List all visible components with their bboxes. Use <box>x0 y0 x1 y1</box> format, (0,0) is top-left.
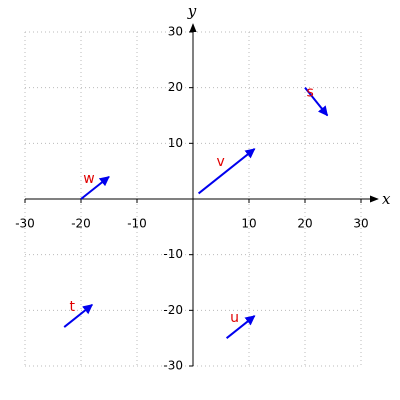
vector-arrow <box>197 148 256 195</box>
x-axis-label: x <box>382 190 391 208</box>
y-tick-label: 20 <box>168 80 183 94</box>
vector-label: s <box>307 85 314 101</box>
y-axis-label: y <box>187 2 197 20</box>
vector-arrow <box>225 315 256 339</box>
vector-label: u <box>230 310 239 326</box>
y-tick-label: -30 <box>163 359 183 373</box>
vector-label: v <box>216 154 224 170</box>
y-tick-label: 10 <box>168 136 183 150</box>
vector-arrow <box>80 175 110 200</box>
x-tick-label: -10 <box>127 217 147 231</box>
vector-label: t <box>69 299 75 315</box>
x-tick-label: 10 <box>241 217 256 231</box>
y-tick-label: -20 <box>163 303 183 317</box>
y-tick-label: -10 <box>163 247 183 261</box>
vector-arrow <box>304 87 329 117</box>
y-tick-label: 30 <box>168 25 183 39</box>
vector-arrow <box>63 303 93 328</box>
x-tick-label: -30 <box>15 217 35 231</box>
vector-label: w <box>83 171 94 187</box>
x-tick-label: -20 <box>71 217 91 231</box>
x-tick-label: 20 <box>297 217 312 231</box>
x-tick-label: 30 <box>353 217 368 231</box>
